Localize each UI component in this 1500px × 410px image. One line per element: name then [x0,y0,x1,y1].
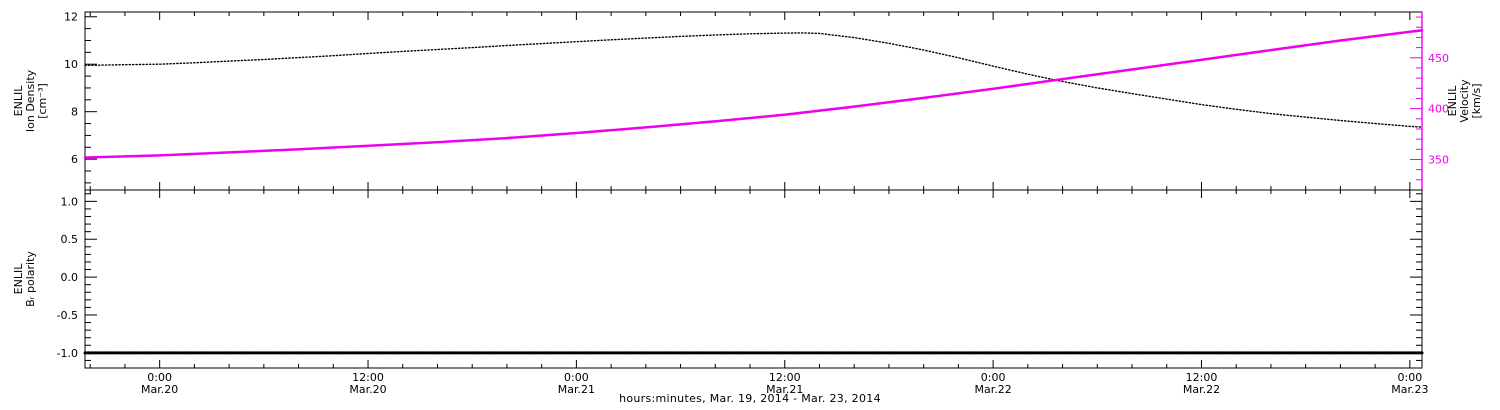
x-tick-time-label: 0:00 [981,371,1006,384]
right-tick-label: 450 [1428,52,1449,65]
velocity-curve [83,28,1424,159]
right-tick-label: 350 [1428,153,1449,166]
x-tick-date-label: Mar.21 [558,383,595,396]
y-tick-label: 1.0 [61,195,79,208]
right-tick-label: 400 [1428,103,1449,116]
y-tick-label: 10 [64,58,78,71]
x-tick-time-label: 12:00 [1186,371,1218,384]
left-axis-label: ENLILBᵣ polarity [12,251,37,307]
polarity-panel-border [84,189,1423,369]
y-tick-label: 12 [64,11,78,24]
y-tick-label: -0.5 [57,309,78,322]
x-tick-time-label: 0:00 [147,371,172,384]
left-axis-label-line: ENLIL [12,85,25,117]
x-tick-date-label: Mar.20 [141,383,178,396]
x-axis-title: hours:minutes, Mar. 19, 2014 - Mar. 23, … [619,392,881,405]
left-axis-label-line: Bᵣ polarity [24,251,37,307]
x-tick-date-label: Mar.20 [349,383,386,396]
left-axis-label-line: ENLIL [12,263,25,295]
left-axis-label: ENLILIon Density[cm⁻³] [12,69,49,132]
left-axis-label-line: [cm⁻³] [36,83,49,119]
ion-density-curve [84,32,1423,128]
y-tick-label: 0.0 [61,271,79,284]
left-axis-label-line: Ion Density [24,69,37,132]
right-axis-label-line: [km/s] [1470,83,1483,118]
x-tick-date-label: Mar.23 [1391,383,1428,396]
right-axis-label: ENLILVelocity[km/s] [1446,79,1483,123]
y-tick-label: 0.5 [61,233,79,246]
y-tick-label: 6 [71,153,78,166]
x-tick-date-label: Mar.21 [766,383,803,396]
right-axis-label-line: ENLIL [1446,85,1459,117]
x-tick-time-label: 12:00 [769,371,801,384]
density-velocity-panel-border [84,11,1423,191]
y-tick-label: 8 [71,106,78,119]
x-tick-time-label: 0:00 [564,371,589,384]
x-tick-time-label: 12:00 [352,371,384,384]
y-tick-label: -1.0 [57,347,78,360]
x-tick-date-label: Mar.22 [1183,383,1220,396]
right-axis-label-line: Velocity [1458,79,1471,123]
x-tick-time-label: 0:00 [1397,371,1422,384]
x-tick-date-label: Mar.22 [974,383,1011,396]
